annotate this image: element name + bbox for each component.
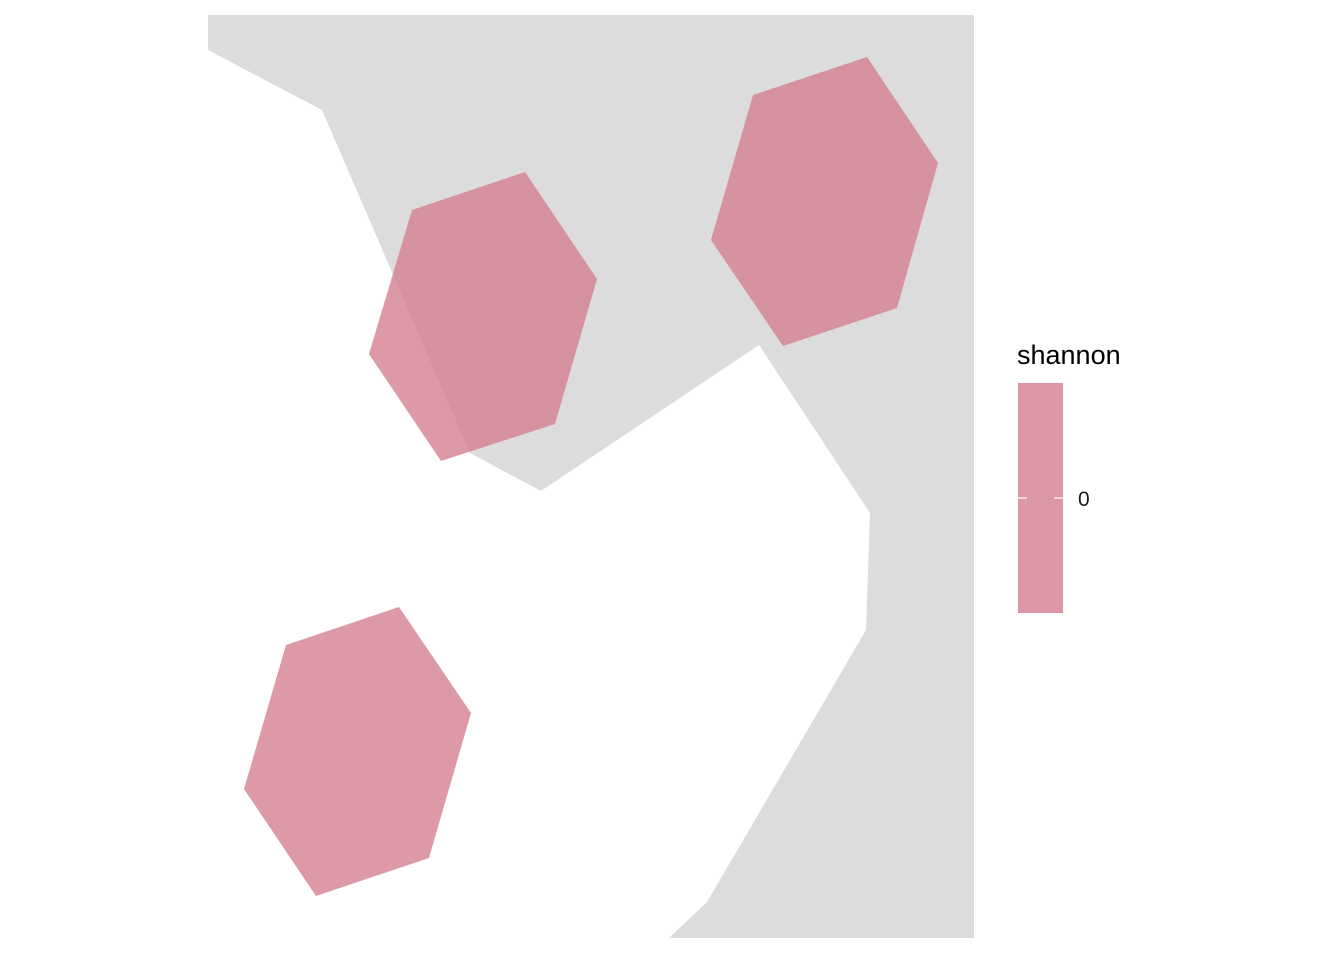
- hexagon-cell: [369, 172, 597, 461]
- hexagon-cell: [711, 57, 938, 346]
- legend-tick-label: 0: [1078, 488, 1090, 511]
- legend: shannon 0: [1017, 340, 1121, 613]
- hexagon-cell: [244, 607, 471, 896]
- legend-title: shannon: [1017, 340, 1121, 370]
